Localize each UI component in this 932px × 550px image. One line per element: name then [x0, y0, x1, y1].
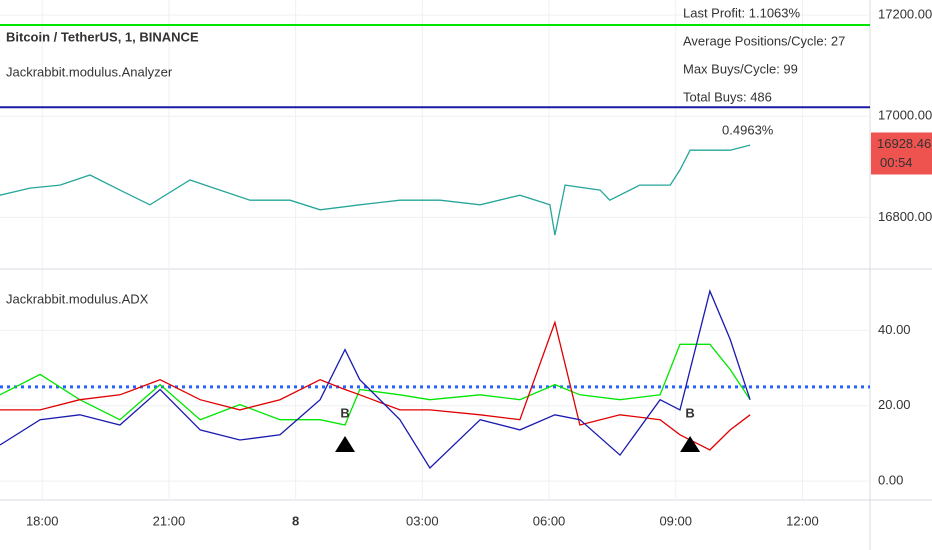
series-line — [0, 320, 751, 451]
marker-label: B — [340, 405, 349, 420]
stat-text: Total Buys: 486 — [683, 89, 772, 104]
last-price-tag — [871, 132, 932, 175]
pane-title: Bitcoin / TetherUS, 1, BINANCE — [6, 29, 199, 44]
pane-subtitle: Jackrabbit.modulus.Analyzer — [6, 64, 173, 79]
x-tick-label: 21:00 — [153, 513, 186, 528]
x-tick-label: 12:00 — [786, 513, 819, 528]
marker-triangle — [680, 436, 701, 452]
marker-triangle — [335, 436, 356, 452]
profit-annotation: 0.4963% — [722, 123, 774, 138]
countdown-label: 00:54 — [880, 155, 913, 170]
y-tick-label: 0.00 — [878, 473, 903, 488]
x-tick-label: 8 — [292, 513, 299, 528]
series-line — [0, 144, 751, 236]
y-tick-label: 17200.00 — [878, 7, 932, 22]
series-line — [0, 289, 751, 470]
y-tick-label: 20.00 — [878, 397, 911, 412]
y-tick-label: 40.00 — [878, 322, 911, 337]
series-line — [0, 343, 751, 426]
stat-text: Average Positions/Cycle: 27 — [683, 33, 845, 48]
marker-label: B — [685, 405, 694, 420]
stat-text: Max Buys/Cycle: 99 — [683, 61, 798, 76]
stat-text: Last Profit: 1.1063% — [683, 5, 801, 20]
last-price-label: 16928.46 — [877, 136, 931, 151]
x-tick-label: 06:00 — [533, 513, 566, 528]
x-tick-label: 18:00 — [26, 513, 59, 528]
x-tick-label: 09:00 — [659, 513, 692, 528]
pane-title: Jackrabbit.modulus.ADX — [6, 291, 149, 306]
x-tick-label: 03:00 — [406, 513, 439, 528]
y-tick-label: 16800.00 — [878, 209, 932, 224]
y-tick-label: 17000.00 — [878, 108, 932, 123]
